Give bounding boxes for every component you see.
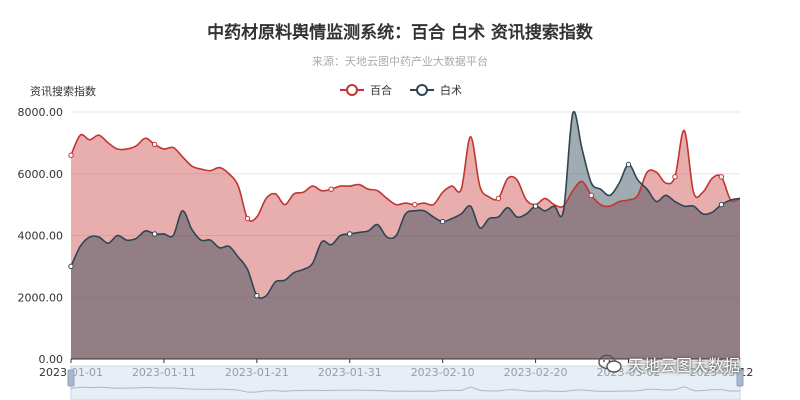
data-point-baihe[interactable] (328, 186, 334, 192)
y-tick-label: 4000.00 (18, 230, 64, 243)
data-point-baihe[interactable] (588, 192, 595, 199)
zoom-preview-line (70, 386, 741, 393)
legend-item-baihe[interactable]: 百合 (340, 82, 392, 98)
series-areas (71, 111, 740, 359)
zoom-handle-right[interactable] (736, 369, 744, 387)
y-tick-label: 2000.00 (18, 291, 64, 304)
data-point-baihe[interactable] (151, 141, 158, 148)
zoom-handle-left[interactable] (67, 369, 75, 387)
y-tick-label: 6000.00 (18, 168, 64, 181)
legend: 百合 白术 (340, 82, 462, 98)
data-point-baizhu[interactable] (68, 263, 74, 270)
data-point-baihe[interactable] (718, 174, 725, 180)
data-point-baihe[interactable] (412, 201, 418, 208)
legend-swatch-baihe-icon (340, 84, 364, 96)
data-point-baihe[interactable] (244, 215, 251, 222)
y-axis-label: 资讯搜索指数 (30, 85, 96, 98)
data-point-baizhu[interactable] (718, 201, 725, 208)
data-point-baihe[interactable] (672, 174, 678, 180)
line-baihe (70, 129, 741, 222)
legend-swatch-baizhu-icon (410, 84, 434, 96)
data-point-baihe[interactable] (495, 195, 502, 202)
data-point-baizhu[interactable] (254, 293, 260, 299)
y-tick-label: 0.00 (39, 353, 64, 366)
y-tick-label: 8000.00 (18, 106, 64, 119)
data-point-baihe[interactable] (68, 152, 74, 158)
watermark: 天地云图大数据 (598, 352, 740, 376)
data-zoom-slider[interactable] (67, 365, 744, 400)
data-point-baizhu[interactable] (439, 218, 446, 225)
series-markers (68, 141, 725, 299)
data-point-baizhu[interactable] (347, 231, 353, 237)
area-baizhu (71, 111, 740, 359)
chart-title: 中药材原料舆情监测系统：百合 白术 资讯搜索指数 (207, 23, 593, 43)
wechat-icon (598, 354, 622, 373)
legend-item-baizhu[interactable]: 白术 (410, 82, 462, 98)
grid-lines (71, 111, 740, 298)
data-point-baizhu[interactable] (625, 161, 632, 168)
watermark-text: 天地云图大数据 (628, 356, 741, 375)
data-point-baizhu[interactable] (151, 231, 158, 237)
data-point-baizhu[interactable] (532, 203, 539, 209)
legend-label-baizhu: 白术 (440, 84, 462, 97)
chart-subtitle: 来源：天地云图中药产业大数据平台 (312, 55, 488, 68)
zoom-track[interactable] (70, 365, 741, 400)
legend-label-baihe: 百合 (370, 84, 392, 97)
